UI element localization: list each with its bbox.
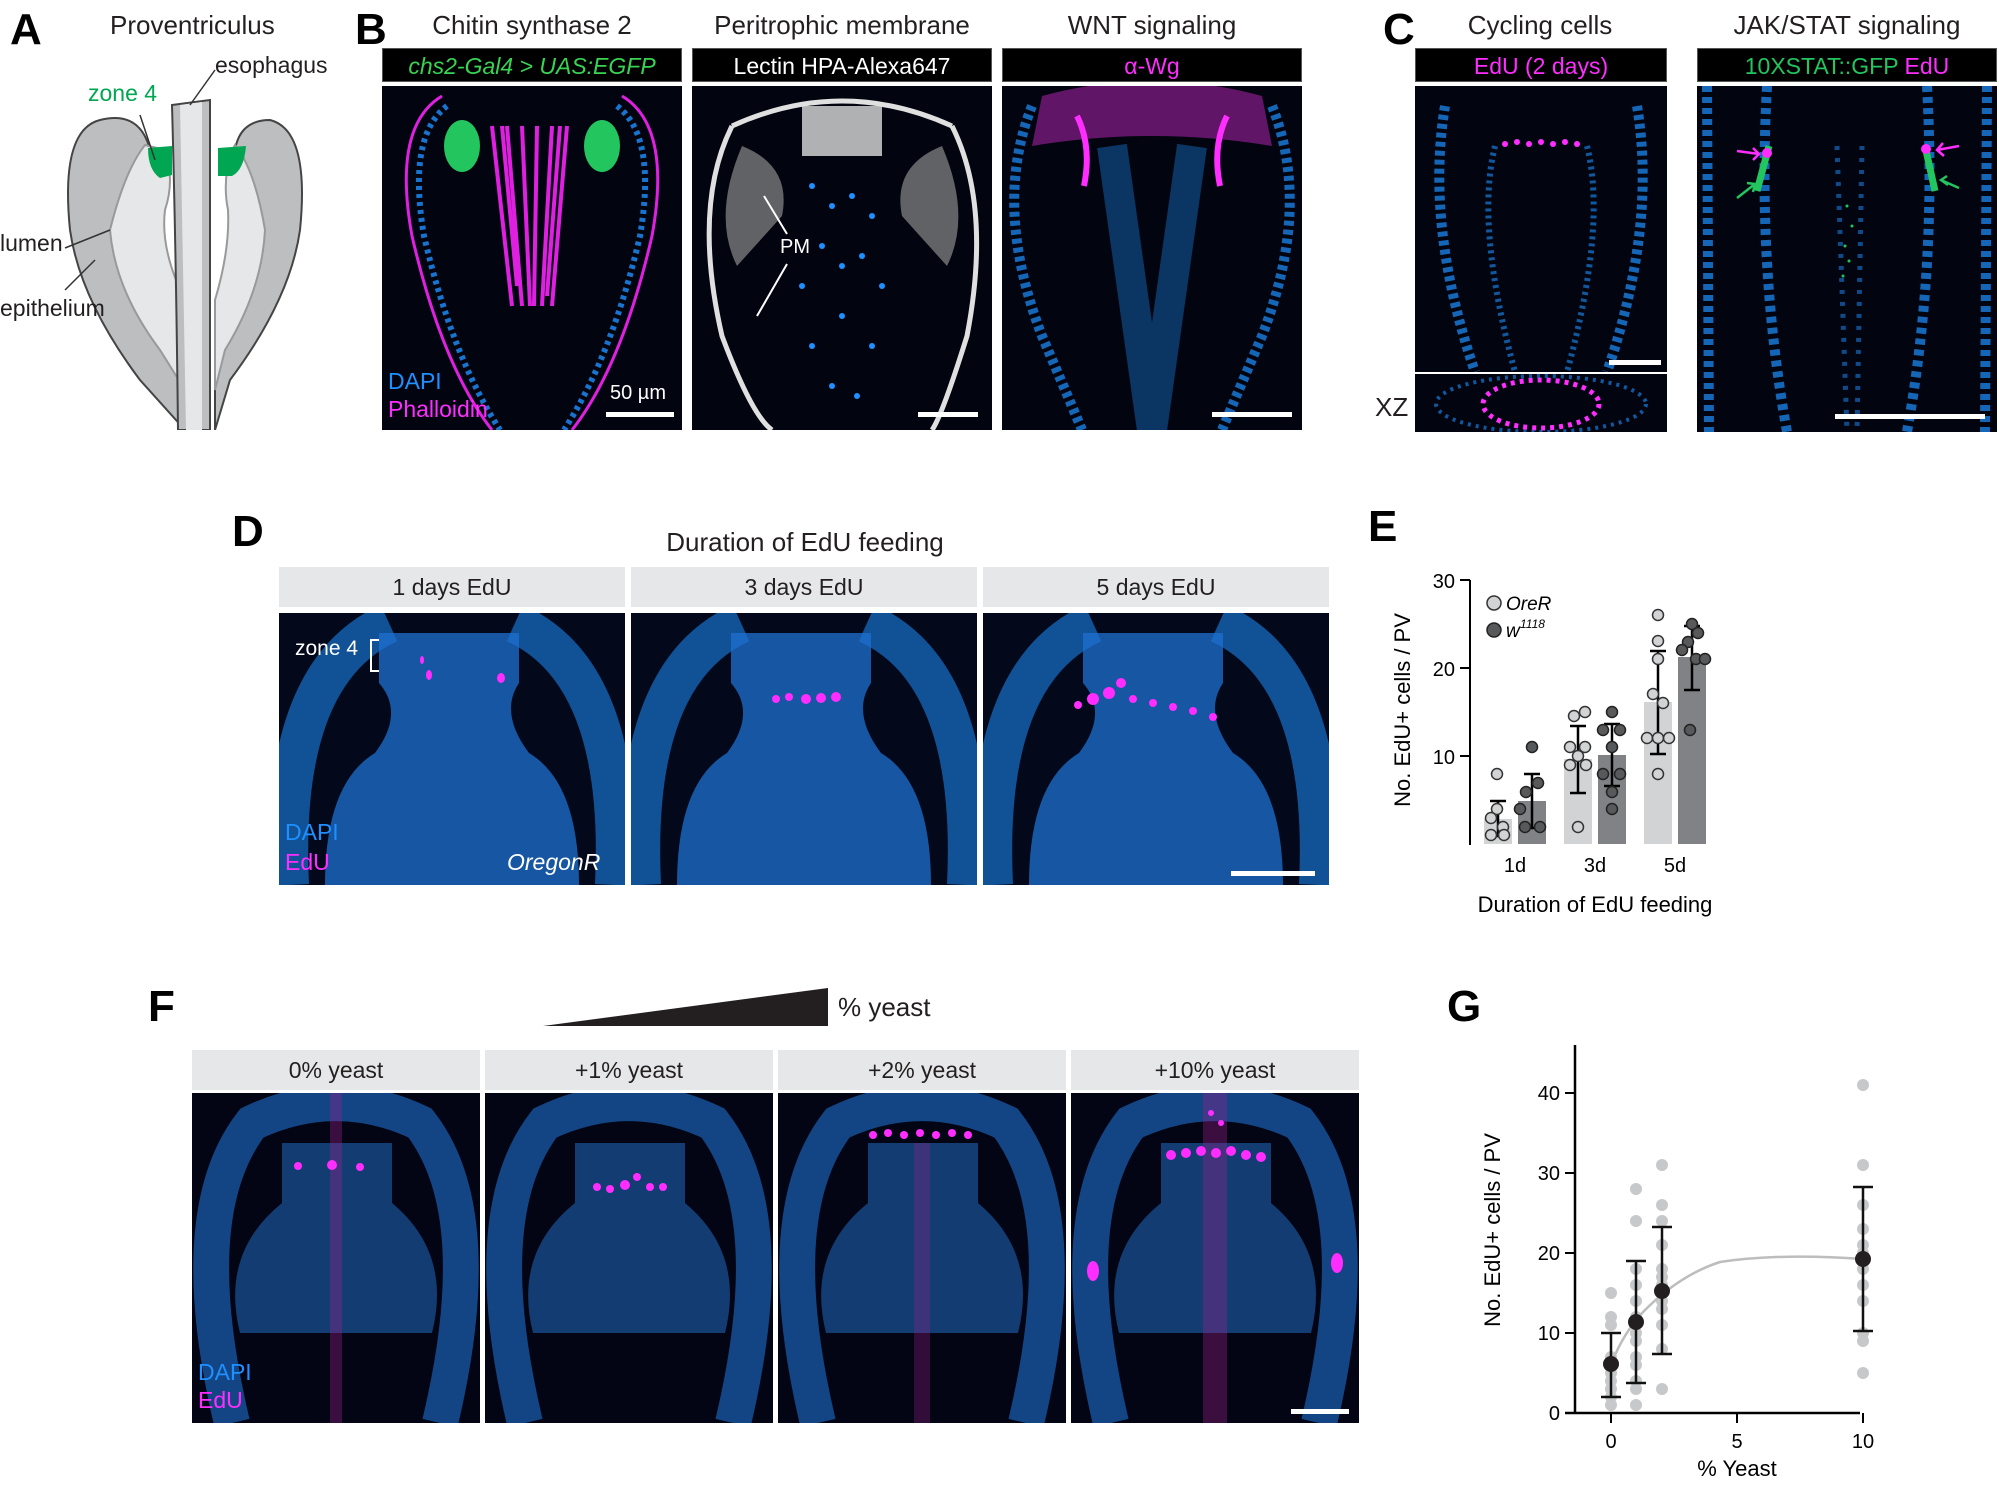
panel-c1-title: Cycling cells xyxy=(1467,10,1613,40)
col-1day: 1 days EdU xyxy=(279,567,625,607)
edu-legend: EdU xyxy=(198,1387,243,1413)
yeast-1-micrograph xyxy=(485,1093,773,1423)
panel-c2-title: JAK/STAT signaling xyxy=(1733,10,1961,40)
panel-letter-d: D xyxy=(232,507,264,556)
svg-text:% Yeast: % Yeast xyxy=(1697,1456,1777,1481)
svg-text:3d: 3d xyxy=(1584,855,1606,877)
panel-b2-label-bar: Lectin HPA-Alexa647 xyxy=(692,48,992,82)
svg-text:30: 30 xyxy=(1538,1163,1560,1185)
yeast-gradient-label: % yeast xyxy=(838,992,931,1022)
panel-letter-b: B xyxy=(355,5,387,54)
panel-d-title: Duration of EdU feeding xyxy=(666,527,944,557)
svg-text:20: 20 xyxy=(1433,659,1455,681)
pm-annotation: PM xyxy=(780,236,810,258)
yeast-gradient-wedge xyxy=(543,988,828,1026)
zone4-label: zone 4 xyxy=(88,80,158,106)
scale-bar-label: 50 µm xyxy=(610,382,666,404)
esophagus-label: esophagus xyxy=(215,52,328,78)
svg-text:1118: 1118 xyxy=(1520,617,1545,631)
panel-letter-f: F xyxy=(148,982,175,1031)
zone4-annotation: zone 4 xyxy=(295,637,359,660)
edu-label: EdU xyxy=(1904,53,1950,79)
col-3day: 3 days EdU xyxy=(631,567,977,607)
panel-letter-a: A xyxy=(10,5,42,54)
svg-text:No. EdU+ cells / PV: No. EdU+ cells / PV xyxy=(1480,1133,1505,1327)
panel-c2-label-bar: 10XSTAT::GFP EdU xyxy=(1697,48,1997,82)
epithelium-label: epithelium xyxy=(0,295,105,321)
edu-legend: EdU xyxy=(285,849,330,875)
edu-micrograph xyxy=(1415,86,1667,372)
svg-text:20: 20 xyxy=(1538,1243,1560,1265)
edu-1day-micrograph: zone 4 DAPI EdU OregonR xyxy=(279,613,625,885)
panel-b3-title: WNT signaling xyxy=(1067,10,1237,40)
panel-c1-label-bar: EdU (2 days) xyxy=(1415,48,1667,82)
col-5day: 5 days EdU xyxy=(983,567,1329,607)
svg-text:0: 0 xyxy=(1549,1403,1560,1425)
edu-bar-chart: 30 20 10 No. EdU+ cells / PV xyxy=(1360,540,1760,930)
svg-text:10: 10 xyxy=(1433,747,1455,769)
yeast-10-micrograph xyxy=(1071,1093,1359,1423)
wg-micrograph xyxy=(1002,86,1302,430)
chs2-micrograph: DAPI Phalloidin 50 µm xyxy=(382,86,682,430)
svg-text:No. EdU+ cells / PV: No. EdU+ cells / PV xyxy=(1390,613,1415,807)
svg-text:30: 30 xyxy=(1433,571,1455,593)
svg-text:w: w xyxy=(1506,621,1521,642)
scale-bar xyxy=(918,412,978,417)
xz-label: XZ xyxy=(1375,392,1409,422)
scale-bar xyxy=(1231,871,1315,876)
panel-b1-label-bar: chs2-Gal4 > UAS:EGFP xyxy=(382,48,682,82)
col-0-yeast: 0% yeast xyxy=(192,1050,480,1090)
panel-letter-e: E xyxy=(1368,502,1398,551)
edu-3day-micrograph xyxy=(631,613,977,885)
panel-a-title: Proventriculus xyxy=(110,10,275,40)
svg-text:5d: 5d xyxy=(1664,855,1686,877)
svg-text:1d: 1d xyxy=(1504,855,1526,877)
col-2-yeast: +2% yeast xyxy=(778,1050,1066,1090)
col-1-yeast: +1% yeast xyxy=(485,1050,773,1090)
panel-b3-label-bar: α-Wg xyxy=(1002,48,1302,82)
yeast-0-micrograph: DAPI EdU xyxy=(192,1093,480,1423)
scale-bar xyxy=(606,412,674,417)
yeast-2-micrograph xyxy=(778,1093,1066,1423)
panel-b1-title: Chitin synthase 2 xyxy=(432,10,632,40)
dapi-legend: DAPI xyxy=(285,819,339,845)
col-10-yeast: +10% yeast xyxy=(1071,1050,1359,1090)
stat-gfp-label: 10XSTAT::GFP xyxy=(1744,53,1899,79)
phalloidin-legend: Phalloidin xyxy=(388,396,488,422)
lumen-label: lumen xyxy=(0,230,63,256)
proventriculus-diagram xyxy=(0,50,370,433)
lectin-micrograph: PM xyxy=(692,86,992,430)
stat-gfp-micrograph xyxy=(1697,86,1997,432)
svg-text:10: 10 xyxy=(1852,1431,1874,1453)
xz-section-micrograph xyxy=(1415,374,1667,432)
svg-text:5: 5 xyxy=(1731,1431,1742,1453)
scale-bar xyxy=(1212,412,1292,417)
edu-5day-micrograph xyxy=(983,613,1329,885)
scale-bar xyxy=(1609,360,1661,365)
strain-label: OregonR xyxy=(507,849,601,875)
scale-bar xyxy=(1835,414,1985,419)
dapi-legend: DAPI xyxy=(388,368,442,394)
svg-text:0: 0 xyxy=(1605,1431,1616,1453)
dapi-legend: DAPI xyxy=(198,1359,252,1385)
yeast-dose-response-chart: 0 10 20 30 40 0 5 10 % Yeast No. EdU+ cells / … xyxy=(1460,1020,1930,1481)
svg-text:10: 10 xyxy=(1538,1323,1560,1345)
panel-letter-g: G xyxy=(1447,982,1482,1031)
panel-letter-c: C xyxy=(1383,5,1415,54)
svg-text:OreR: OreR xyxy=(1506,594,1552,615)
scale-bar xyxy=(1291,1409,1349,1414)
panel-b2-title: Peritrophic membrane xyxy=(714,10,970,40)
svg-text:40: 40 xyxy=(1538,1083,1560,1105)
svg-text:Duration of EdU feeding: Duration of EdU feeding xyxy=(1478,892,1713,917)
